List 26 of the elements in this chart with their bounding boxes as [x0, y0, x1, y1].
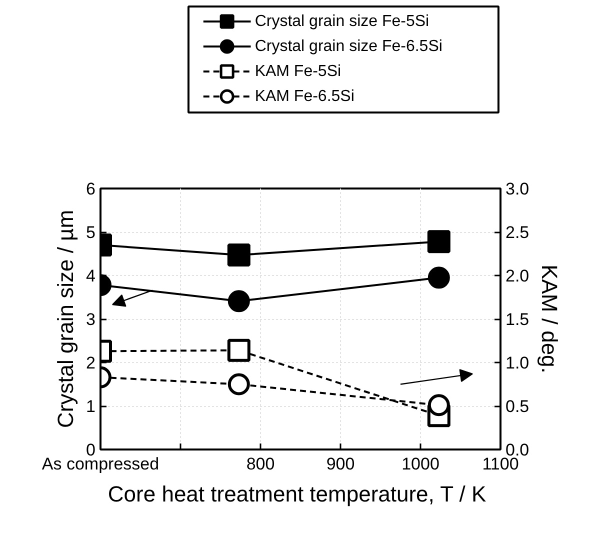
x-tick-label: 800 — [246, 454, 275, 474]
x-tick-label: 900 — [326, 454, 355, 474]
legend-label: Crystal grain size Fe-6.5Si — [254, 38, 442, 55]
legend-label: KAM Fe-5Si — [254, 63, 342, 80]
legend-label: Crystal grain size Fe-5Si — [254, 13, 430, 30]
y-tick-label: 5 — [86, 223, 96, 242]
point — [428, 266, 450, 289]
point — [428, 394, 450, 416]
y2-tick-label: 2.0 — [506, 266, 530, 286]
y-axis-title: Crystal grain size / µm — [53, 210, 78, 428]
x-tick-label: 1100 — [482, 454, 519, 474]
y-tick-label: 4 — [86, 266, 96, 286]
x-axis-title: Core heat treatment temperature, T / K — [108, 482, 487, 506]
y-tick-label: 2 — [86, 354, 96, 372]
y-tick-label: 6 — [86, 180, 96, 198]
y-tick-label: 3 — [86, 310, 96, 329]
y2-tick-label: 0.5 — [506, 397, 530, 416]
x-tick-label: 1000 — [402, 454, 440, 474]
y-tick-label: 1 — [86, 397, 96, 416]
y2-tick-label: 1.0 — [506, 354, 530, 372]
legend-label: KAM Fe-6.5Si — [254, 88, 354, 105]
y2-tick-label: 2.5 — [506, 223, 530, 242]
y2-tick-label: 1.5 — [506, 310, 530, 329]
point — [427, 230, 450, 254]
y2-tick-label: 3.0 — [506, 180, 530, 198]
y2-axis-title: KAM / deg. — [537, 264, 562, 374]
